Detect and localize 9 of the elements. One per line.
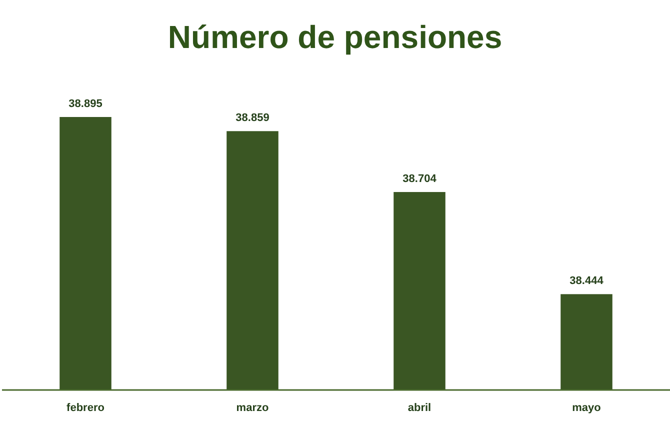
data-label: 38.895 [68, 98, 102, 110]
data-label: 38.444 [570, 275, 604, 288]
x-tick-label: mayo [572, 402, 602, 414]
x-tick-label: marzo [236, 402, 269, 414]
x-tick-label: abril [408, 402, 432, 414]
data-label: 38.704 [402, 173, 438, 186]
chart-title: Número de pensiones [168, 19, 502, 55]
data-label: 38.859 [236, 112, 270, 124]
x-tick-label: febrero [66, 402, 105, 414]
